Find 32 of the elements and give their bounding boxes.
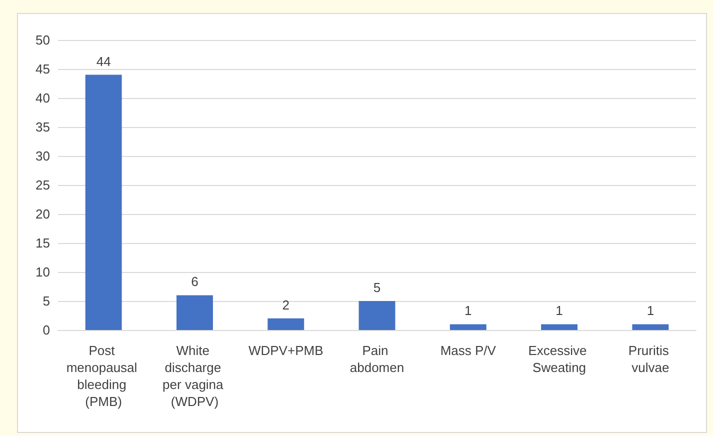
data-label: 2 [282,297,290,312]
bar [450,324,486,330]
y-tick-label: 35 [36,120,50,134]
y-tick-label: 20 [36,206,50,222]
bar [541,324,578,330]
y-tick-label: 45 [36,62,50,76]
bar [268,318,304,330]
bar [632,324,669,330]
data-label: 1 [464,303,472,318]
y-tick-label: 0 [42,322,50,338]
x-tick-label: Post menopausal bleeding (PMB) [66,343,141,409]
data-label: 6 [191,274,198,290]
x-tick-label: Excessive Sweating [528,343,590,375]
x-tick-label: Mass P/V [440,343,496,358]
bar [85,74,122,330]
bar [176,295,213,330]
y-tick-label: 40 [36,90,50,106]
data-label: 1 [646,303,654,318]
y-tick-label: 5 [42,294,50,308]
data-label: 1 [556,303,563,318]
y-tick-label: 25 [36,178,50,192]
y-tick-label: 50 [36,32,50,48]
x-tick-label: Pruritis vulvae [628,343,672,375]
data-label: 44 [96,54,111,69]
x-tick-label: White discharge per vagina (WDPV) [162,343,227,409]
x-tick-label: Pain abdomen [350,343,404,375]
bar [358,301,396,330]
y-tick-label: 30 [36,148,50,164]
y-tick-label: 10 [36,264,50,280]
y-tick-label: 15 [36,236,50,250]
x-tick-label: WDPV+PMB [248,343,324,358]
data-label: 5 [373,280,381,295]
